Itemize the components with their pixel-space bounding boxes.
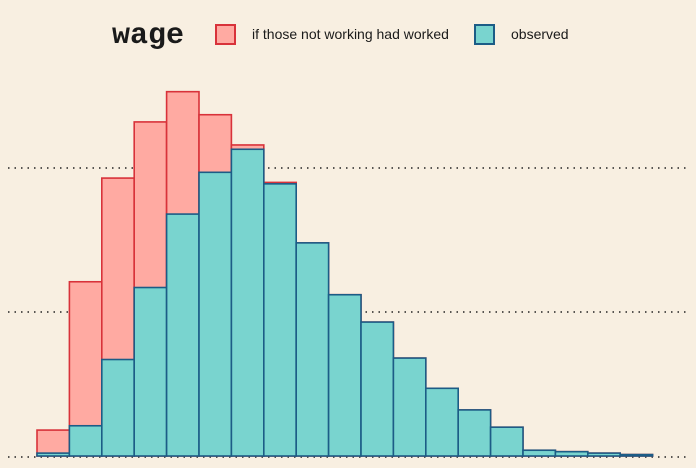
- observed-bar-15: [522, 449, 557, 457]
- observed-bars: [36, 148, 654, 457]
- observed-bar-12: [424, 387, 459, 457]
- observed-bar-4: [165, 213, 200, 457]
- observed-bar-18: [619, 453, 654, 457]
- observed-bar-7: [262, 183, 297, 457]
- observed-bar-1: [68, 424, 103, 457]
- legend-swatch-counterfactual: [215, 24, 236, 45]
- observed-bar-13: [457, 409, 492, 457]
- observed-bar-3: [133, 286, 168, 457]
- legend-label-observed: observed: [511, 26, 569, 42]
- observed-bar-11: [392, 357, 427, 457]
- observed-bar-16: [554, 450, 589, 457]
- observed-bar-8: [295, 242, 330, 457]
- legend-swatch-observed: [474, 24, 495, 45]
- legend-item-observed: observed: [474, 24, 569, 45]
- observed-bar-9: [327, 293, 362, 457]
- gridlines: [8, 167, 688, 458]
- chart-title: wage: [112, 19, 185, 53]
- observed-bar-10: [360, 321, 395, 457]
- observed-bar-0: [36, 452, 71, 457]
- legend-item-counterfactual: if those not working had worked: [215, 24, 449, 45]
- observed-bar-6: [230, 148, 265, 457]
- observed-bar-2: [101, 358, 136, 457]
- legend-label-counterfactual: if those not working had worked: [252, 26, 449, 42]
- counterfactual-bar-0: [36, 429, 71, 457]
- observed-bar-14: [489, 426, 524, 457]
- observed-bar-5: [198, 171, 233, 457]
- observed-bar-17: [586, 452, 621, 457]
